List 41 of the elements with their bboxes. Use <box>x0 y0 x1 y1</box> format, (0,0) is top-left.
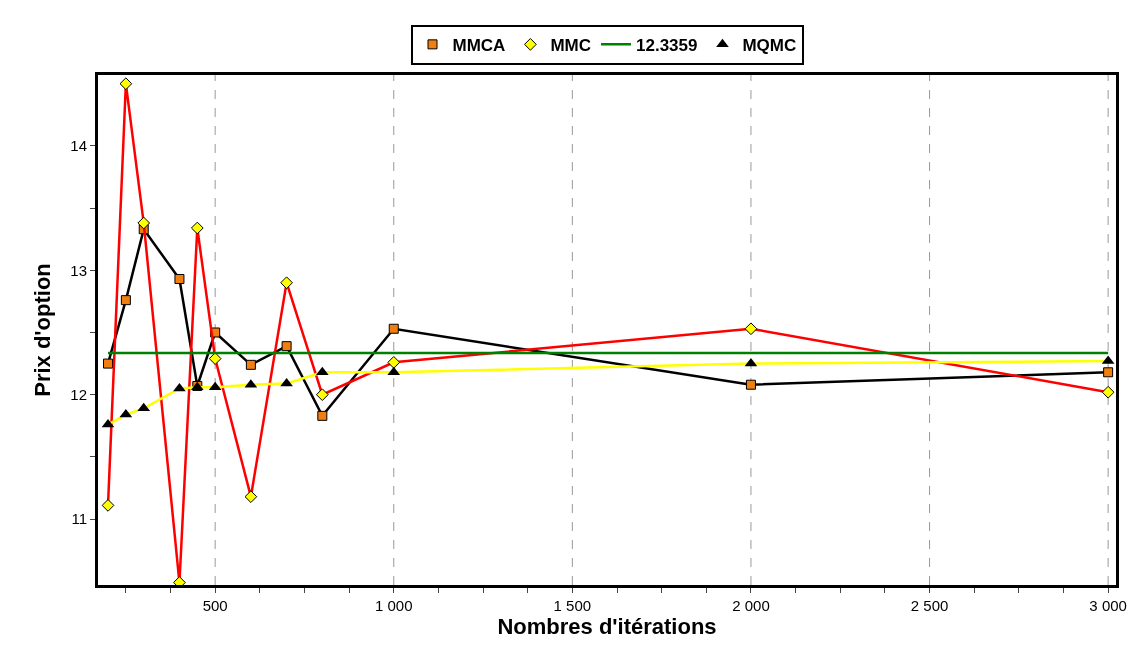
point <box>137 402 151 412</box>
point <box>387 366 401 376</box>
point <box>387 355 401 369</box>
y-tick-label: 14 <box>70 137 87 155</box>
point <box>173 382 186 392</box>
point <box>280 276 293 290</box>
point <box>244 490 258 504</box>
legend-label: 12.3359 <box>636 35 698 55</box>
point <box>119 77 133 91</box>
point <box>315 366 329 376</box>
point <box>317 410 328 421</box>
point <box>281 341 292 352</box>
point <box>1103 367 1114 378</box>
point <box>137 216 151 230</box>
x-tick-label: 2 000 <box>732 597 770 614</box>
point <box>208 352 222 365</box>
point <box>190 221 204 235</box>
legend-label: MMC <box>550 35 591 55</box>
point <box>315 388 329 402</box>
point <box>174 274 185 284</box>
point <box>388 323 399 334</box>
point <box>101 499 115 512</box>
point <box>245 359 256 370</box>
x-tick-label: 500 <box>202 597 228 614</box>
x-tick-label: 3 000 <box>1089 597 1127 614</box>
point <box>280 377 293 387</box>
x-axis-title: Nombres d'itérations <box>497 614 717 639</box>
x-tick-label: 1 000 <box>374 597 413 614</box>
y-tick-label: 11 <box>71 510 87 528</box>
legend-label: MMCA <box>452 35 506 55</box>
y-tick-label: 13 <box>70 261 87 279</box>
x-tick-label: 2 500 <box>910 597 949 614</box>
point <box>745 379 756 390</box>
legend-label: MQMC <box>742 35 797 55</box>
point <box>120 295 131 306</box>
x-tick-label: 1 500 <box>553 597 592 614</box>
point <box>103 358 113 369</box>
point <box>744 322 758 336</box>
y-axis-title: Prix d'option <box>30 263 56 397</box>
y-tick-label: 12 <box>70 385 87 403</box>
point <box>1101 385 1115 399</box>
